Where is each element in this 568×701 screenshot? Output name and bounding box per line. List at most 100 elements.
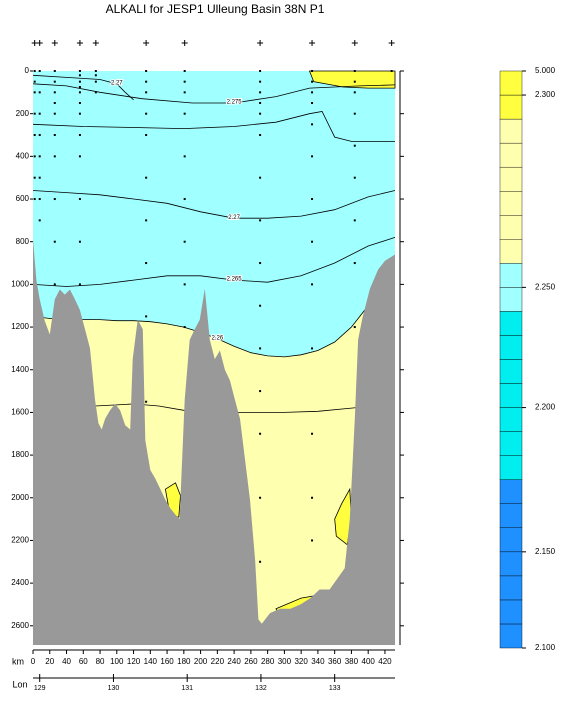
- sample-point: [259, 70, 262, 72]
- sample-point: [311, 91, 314, 94]
- station-marker: [51, 40, 58, 46]
- contour-line: [308, 70, 396, 89]
- sample-point: [311, 283, 314, 286]
- sample-point: [78, 91, 81, 94]
- sample-point: [183, 91, 186, 94]
- sample-point: [94, 74, 97, 77]
- x2-axis-label: Lon: [12, 679, 27, 689]
- y-tick-label: 1800: [11, 450, 29, 459]
- y-tick-label: 2000: [11, 493, 29, 502]
- sample-point: [38, 176, 41, 179]
- sample-point: [53, 283, 56, 286]
- x-tick-label: 60: [79, 657, 88, 666]
- sample-point: [145, 400, 148, 403]
- sample-point: [145, 219, 148, 222]
- sample-point: [78, 70, 81, 72]
- sample-point: [33, 112, 36, 115]
- colorbar-segment: [499, 335, 523, 360]
- y-tick-label: 1000: [11, 279, 29, 288]
- sample-point: [353, 91, 356, 94]
- bathymetry: [33, 239, 395, 645]
- sample-point: [183, 240, 186, 243]
- sample-point: [353, 262, 356, 265]
- colorbar-segment: [499, 359, 523, 384]
- colorbar-segment: [499, 407, 523, 432]
- sample-point: [53, 70, 56, 72]
- station-marker: [351, 40, 358, 46]
- contour-fill: [334, 489, 352, 545]
- station-marker: [143, 40, 150, 46]
- sample-point: [183, 70, 186, 72]
- sample-point: [311, 123, 314, 126]
- chart-title: ALKALI for JESP1 Ulleung Basin 38N P1: [106, 2, 325, 16]
- sample-point: [311, 539, 314, 542]
- sample-point: [78, 80, 81, 83]
- colorbar-segment: [499, 215, 523, 240]
- colorbar-segment: [499, 94, 523, 120]
- colorbar-tick-label: 5.000: [535, 66, 556, 75]
- sample-point: [311, 240, 314, 243]
- colorbar-segment: [499, 311, 523, 336]
- sample-point: [353, 219, 356, 222]
- y-tick-label: 2600: [11, 621, 29, 630]
- x-tick-label: 260: [244, 657, 258, 666]
- station-marker: [257, 40, 264, 46]
- colorbar-segment: [499, 599, 523, 625]
- x2-tick-label: 129: [34, 685, 46, 692]
- sample-point: [78, 283, 81, 286]
- sample-point: [38, 155, 41, 158]
- contour-line: [32, 190, 396, 219]
- x-tick-label: 320: [294, 657, 308, 666]
- y-tick-label: 2200: [11, 536, 29, 545]
- contour-label: 2.26: [212, 335, 224, 341]
- sample-point: [183, 198, 186, 201]
- colorbar-segment: [499, 239, 523, 264]
- colorbar-segment: [499, 551, 523, 577]
- x-tick-label: 380: [345, 657, 359, 666]
- sample-point: [33, 155, 36, 158]
- x-axis-label: km: [12, 656, 24, 666]
- colorbar-segment: [499, 142, 523, 168]
- colorbar-tick-label: 2.250: [535, 282, 556, 291]
- sample-point: [311, 155, 314, 158]
- sample-point: [311, 70, 314, 72]
- y-tick-label: 1200: [11, 322, 29, 331]
- sample-point: [145, 176, 148, 179]
- x-tick-label: 280: [261, 657, 275, 666]
- colorbar-segment: [499, 383, 523, 408]
- y-tick-label: 0: [25, 66, 30, 75]
- contour-fill: [309, 71, 395, 89]
- sample-point: [353, 326, 356, 329]
- sample-point: [311, 198, 314, 201]
- sample-point: [38, 91, 41, 94]
- sample-point: [53, 198, 56, 201]
- sample-point: [53, 102, 56, 105]
- y-tick-label: 800: [16, 237, 30, 246]
- sample-point: [53, 112, 56, 115]
- sample-point: [259, 112, 262, 115]
- station-marker: [181, 40, 188, 46]
- sample-point: [94, 91, 97, 94]
- sample-point: [53, 240, 56, 243]
- station-marker: [36, 40, 43, 46]
- colorbar-tick-label: 2.150: [535, 547, 556, 556]
- sample-point: [38, 219, 41, 222]
- sample-point: [38, 112, 41, 115]
- x-tick-label: 0: [31, 657, 36, 666]
- x-tick-label: 340: [311, 657, 325, 666]
- sample-point: [390, 70, 393, 72]
- sample-point: [53, 155, 56, 158]
- sample-point: [145, 70, 148, 72]
- sample-point: [183, 80, 186, 83]
- x2-tick-label: 131: [181, 685, 193, 692]
- sample-point: [33, 134, 36, 137]
- x-tick-label: 200: [194, 657, 208, 666]
- sample-point: [353, 176, 356, 179]
- y-tick-label: 400: [16, 151, 30, 160]
- contour-line: [32, 237, 396, 287]
- station-marker: [31, 40, 38, 46]
- sample-point: [53, 80, 56, 83]
- sample-point: [183, 326, 186, 329]
- colorbar-segment: [499, 70, 523, 96]
- sample-point: [259, 304, 262, 307]
